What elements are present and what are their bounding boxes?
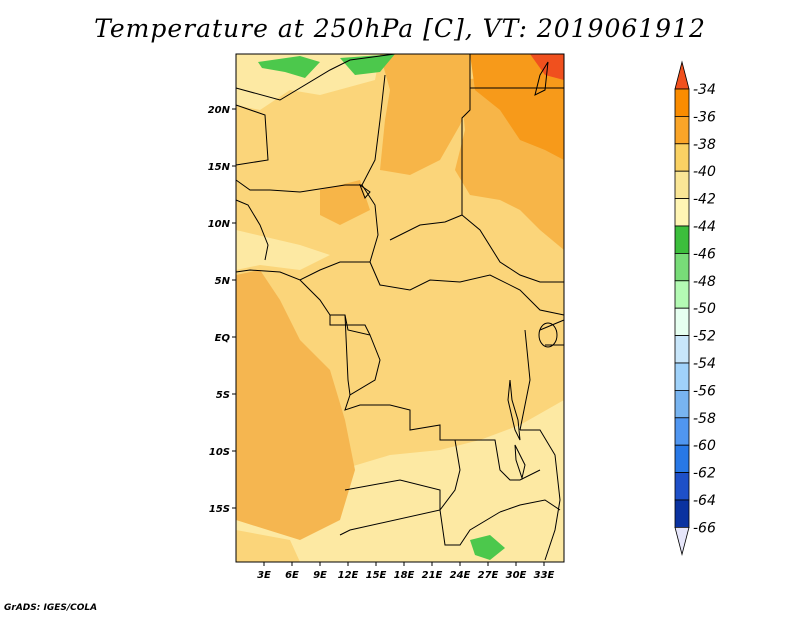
lon-label: 12E (338, 570, 359, 581)
colorbar-label: -60 (693, 438, 716, 454)
colorbar-swatch (674, 198, 690, 227)
lon-label: 30E (506, 570, 527, 581)
map-panel (235, 53, 565, 563)
colorbar-swatch (674, 143, 690, 172)
colorbar-bottom-arrow (674, 527, 690, 556)
colorbar-swatch (674, 444, 690, 474)
lon-label: 9E (313, 570, 327, 581)
colorbar-label: -56 (693, 383, 716, 399)
map-title: Temperature at 250hPa [C], VT: 201906191… (94, 14, 706, 43)
credit-text: GrADS: IGES/COLA (4, 603, 98, 613)
lon-label: 15E (366, 570, 387, 581)
map-frame (235, 53, 565, 563)
temperature-field-warm-north (380, 54, 470, 175)
colorbar-swatch (674, 499, 690, 528)
colorbar-label: -36 (693, 109, 716, 125)
colorbar-label: -64 (693, 493, 716, 509)
latitude-labels: 20N 15N 10N 5N EQ 5S 10S 15S (208, 105, 231, 515)
colorbar-label: -62 (693, 466, 716, 482)
temperature-field-warmest-northeast (470, 54, 564, 160)
colorbar-label: -54 (693, 356, 716, 372)
country-borders (235, 53, 565, 561)
colorbar-swatch (674, 417, 690, 446)
colorbar-swatch (674, 280, 690, 309)
colorbar-swatch (674, 252, 690, 282)
colorbar-label: -58 (693, 411, 716, 427)
colorbar-swatch (674, 472, 690, 501)
colorbar-label: -40 (693, 164, 716, 180)
colorbar-label: -52 (693, 329, 716, 345)
colorbar-swatch (674, 307, 690, 337)
lat-label: 15S (209, 504, 230, 515)
colorbar-swatch (674, 116, 690, 145)
lon-label: 33E (534, 570, 555, 581)
lat-label: 5S (216, 390, 230, 401)
longitude-labels: 3E 6E 9E 12E 15E 18E 21E 24E 27E 30E 33E (257, 570, 554, 581)
colorbar-label: -38 (693, 137, 716, 153)
colorbar-swatch (674, 389, 690, 419)
lat-label: 15N (208, 162, 231, 173)
colorbar-label: -48 (693, 274, 716, 290)
colorbar-label: -50 (693, 301, 716, 317)
lakes (358, 61, 558, 480)
lon-label: 27E (478, 570, 499, 581)
colorbar-label: -42 (693, 192, 716, 208)
lon-label: 18E (394, 570, 415, 581)
temperature-field-warm-patch (320, 180, 370, 225)
colorbar-swatch (674, 335, 690, 364)
colorbar: -34 -36 -38 -40 -42 -44 -46 -48 -50 -52 -54 -56 -58 -… (674, 60, 716, 556)
lon-label: 24E (450, 570, 471, 581)
cold-patch-south (470, 535, 505, 560)
colorbar-label: -34 (693, 82, 716, 98)
colorbar-swatch (674, 88, 690, 117)
colorbar-swatch (674, 170, 690, 199)
lat-label: 5N (215, 276, 231, 287)
lat-label: EQ (215, 333, 231, 344)
temperature-field-southwest (236, 530, 300, 562)
longitude-axis (263, 562, 545, 566)
colorbar-swatch (674, 362, 690, 391)
latitude-axis (232, 108, 236, 509)
lon-label: 3E (257, 570, 271, 581)
colorbar-label: -66 (693, 520, 716, 536)
colorbar-swatch (674, 225, 690, 254)
temperature-field-warm-southwest (236, 270, 355, 540)
lat-label: 20N (208, 105, 231, 116)
colorbar-label: -46 (693, 246, 716, 262)
lat-label: 10N (208, 219, 231, 230)
lat-label: 10S (209, 447, 230, 458)
colorbar-label: -44 (693, 219, 716, 235)
lon-label: 21E (422, 570, 443, 581)
lon-label: 6E (285, 570, 299, 581)
cold-patch-north-1 (258, 56, 320, 78)
colorbar-top-arrow (674, 60, 690, 90)
temperature-field-cool-west (236, 230, 330, 270)
